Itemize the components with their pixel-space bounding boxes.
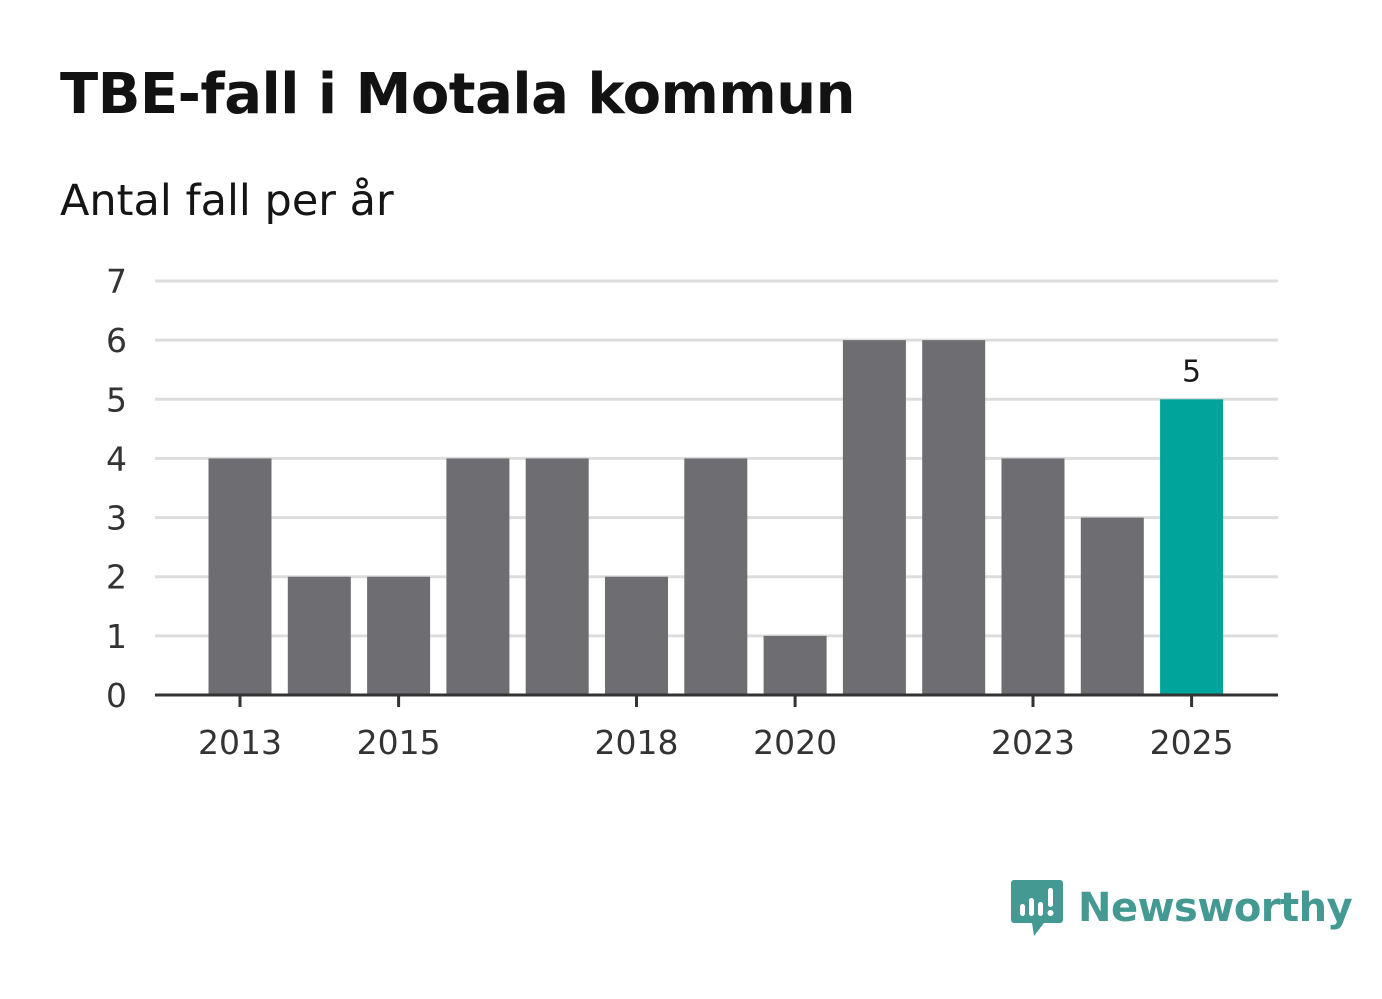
brand-name: Newsworthy xyxy=(1078,885,1353,931)
bar-2023 xyxy=(1001,458,1065,695)
y-tick-label: 0 xyxy=(106,676,127,715)
bar-2025 xyxy=(1160,399,1224,695)
chart-title: TBE-fall i Motala kommun xyxy=(60,62,856,127)
bar-2017 xyxy=(525,458,589,695)
y-tick-label: 1 xyxy=(106,617,127,656)
bar-2013 xyxy=(208,458,272,695)
newsworthy-logo-icon xyxy=(1011,880,1063,936)
bar-2022 xyxy=(922,340,986,695)
x-tick-label: 2023 xyxy=(991,723,1075,762)
chart-subtitle: Antal fall per år xyxy=(60,176,394,226)
y-tick-label: 3 xyxy=(106,499,127,538)
data-label: 5 xyxy=(1182,354,1201,389)
newsworthy-logo: Newsworthy xyxy=(1010,878,1353,938)
x-tick-label: 2018 xyxy=(595,723,679,762)
bar-2015 xyxy=(367,576,431,695)
y-tick-label: 6 xyxy=(106,321,127,360)
y-tick-label: 7 xyxy=(106,262,127,301)
x-tick-label: 2020 xyxy=(753,723,837,762)
x-tick-label: 2013 xyxy=(198,723,282,762)
bar-2019 xyxy=(684,458,748,695)
bar-2024 xyxy=(1080,517,1144,695)
bar-2020 xyxy=(763,635,827,695)
bar-2021 xyxy=(842,340,906,695)
bar-2016 xyxy=(446,458,510,695)
x-tick-label: 2015 xyxy=(357,723,441,762)
bar-2014 xyxy=(287,576,351,695)
y-tick-label: 4 xyxy=(106,439,127,478)
bar-2018 xyxy=(605,576,668,695)
x-tick-label: 2025 xyxy=(1150,723,1234,762)
y-tick-label: 5 xyxy=(106,380,127,419)
y-tick-label: 2 xyxy=(106,558,127,597)
